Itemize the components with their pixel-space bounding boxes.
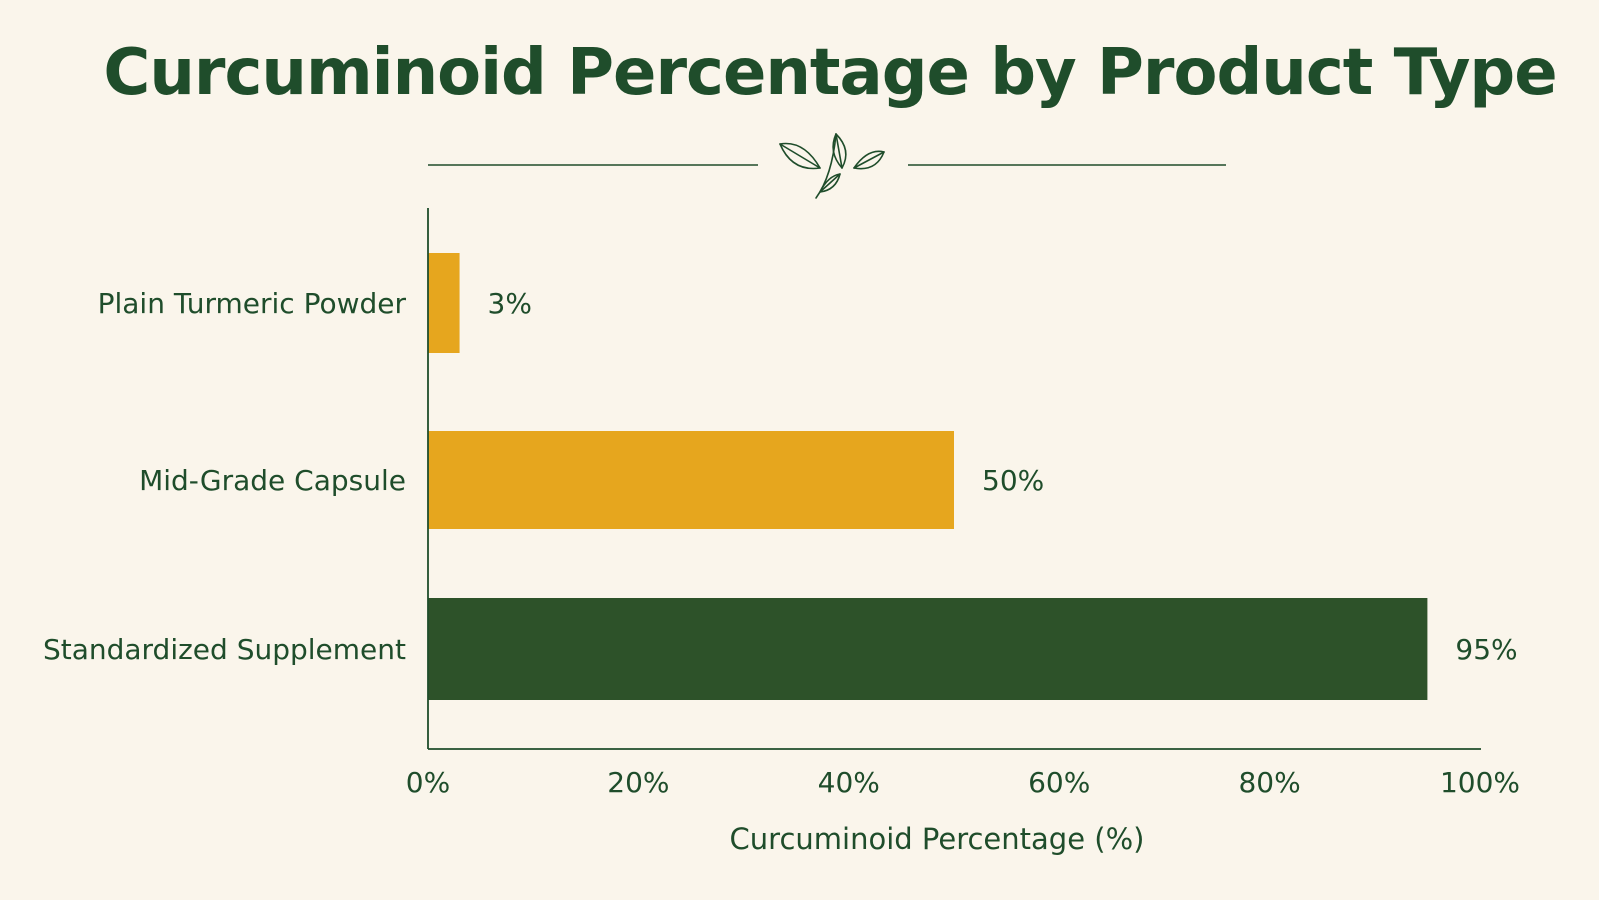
category-labels: Plain Turmeric Powder Mid-Grade Capsule St… xyxy=(43,287,407,666)
x-tick-labels: 0% 20% 40% 60% 80% 100% xyxy=(406,766,1520,799)
leaf-sprig-icon xyxy=(779,133,885,199)
value-labels: 3% 50% 95% xyxy=(488,287,1518,666)
chart-title: Curcuminoid Percentage by Product Type xyxy=(103,36,1557,110)
value-label-plain-turmeric-powder: 3% xyxy=(488,287,532,320)
value-label-standardized-supplement: 95% xyxy=(1455,633,1517,666)
value-label-mid-grade-capsule: 50% xyxy=(982,464,1044,497)
x-tick-label-40: 40% xyxy=(818,766,880,799)
bar-mid-grade-capsule xyxy=(428,431,954,529)
bars-group xyxy=(428,253,1428,700)
x-tick-label-0: 0% xyxy=(406,766,450,799)
category-label-mid-grade-capsule: Mid-Grade Capsule xyxy=(139,464,406,497)
category-label-standardized-supplement: Standardized Supplement xyxy=(43,633,406,666)
x-tick-label-20: 20% xyxy=(607,766,669,799)
category-label-plain-turmeric-powder: Plain Turmeric Powder xyxy=(98,287,407,320)
x-tick-label-100: 100% xyxy=(1440,766,1520,799)
bar-standardized-supplement xyxy=(428,598,1428,700)
bar-plain-turmeric-powder xyxy=(428,253,460,353)
x-tick-label-80: 80% xyxy=(1238,766,1300,799)
title-divider xyxy=(428,133,1226,199)
x-tick-label-60: 60% xyxy=(1028,766,1090,799)
x-axis-title: Curcuminoid Percentage (%) xyxy=(730,822,1145,856)
